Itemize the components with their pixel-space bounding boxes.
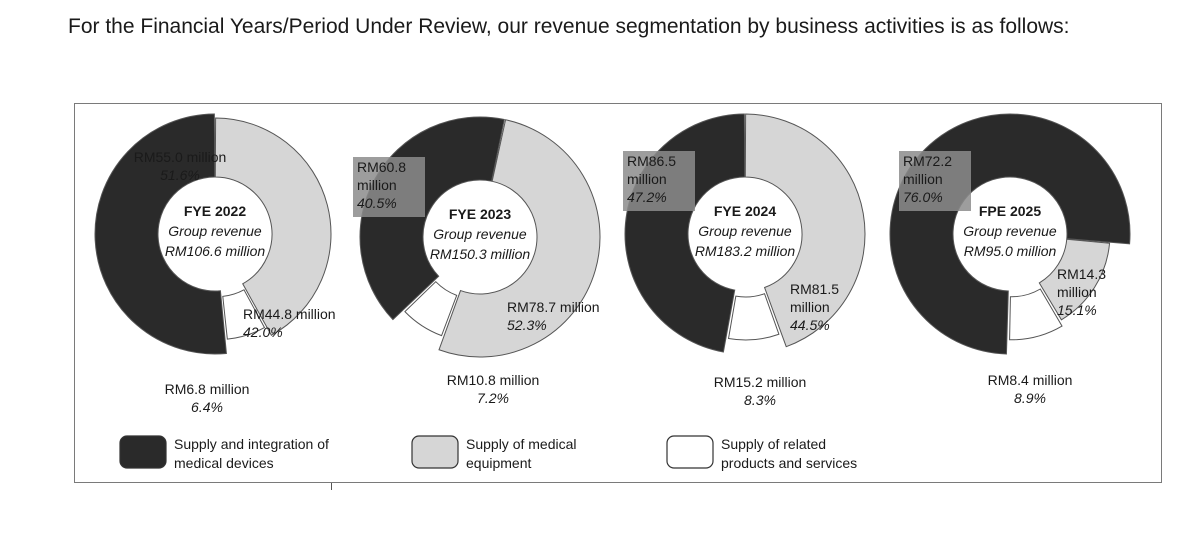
slice-percent-label: 42.0% [243,324,283,340]
slice-amount-label: million [790,299,830,315]
legend-label: Supply of medical [466,436,577,452]
donut-charts: FYE 2022 Group revenue RM106.6 million RM55… [94,113,1131,471]
slice-percent-label: 76.0% [903,189,943,205]
slice-amount-label: RM10.8 million [447,372,540,388]
chart-center-label: Group revenue [698,223,792,239]
chart-center-total: RM150.3 million [430,246,531,262]
slice-amount-label: RM15.2 million [714,374,807,390]
slice-percent-label: 40.5% [357,195,397,211]
legend-label: Supply and integration of [174,436,329,452]
slice-percent-label: 52.3% [507,317,547,333]
chart-center-label: Group revenue [433,226,527,242]
chart-center-title: FYE 2024 [714,203,776,219]
chart-center-total: RM183.2 million [695,243,796,259]
donut-slice-fye-2023-2 [404,280,458,337]
slice-amount-label: RM72.2 [903,153,952,169]
chart-center-total: RM95.0 million [964,243,1057,259]
donut-slice-fye-2024-1 [744,113,866,348]
chart-center-label: Group revenue [168,223,262,239]
donut-slice-fye-2022-0 [94,113,227,355]
slice-label-box [353,157,425,217]
chart-center-title: FPE 2025 [979,203,1041,219]
slice-amount-label: million [903,171,943,187]
intro-paragraph: For the Financial Years/Period Under Rev… [68,15,1070,38]
donut-slice-fpe-2025-2 [1009,288,1063,341]
legend-label: medical devices [174,455,274,471]
slice-percent-label: 51.6% [160,167,200,183]
slice-amount-label: RM55.0 million [134,149,227,165]
slice-label-box [899,151,971,211]
donut-slice-fye-2024-2 [727,293,780,341]
legend-swatch [666,435,714,469]
slice-amount-label: RM6.8 million [165,381,250,397]
slice-amount-label: RM86.5 [627,153,676,169]
slice-label-box [623,151,695,211]
slice-percent-label: 47.2% [627,189,667,205]
donut-slice-fpe-2025-1 [1038,238,1111,321]
donut-slice-fye-2023-1 [438,119,601,358]
slice-amount-label: RM8.4 million [988,372,1073,388]
slice-percent-label: 15.1% [1057,302,1097,318]
slice-amount-label: RM14.3 [1057,266,1106,282]
legend-label: equipment [466,455,531,471]
slice-amount-label: million [357,177,397,193]
chart-frame: FYE 2022 Group revenue RM106.6 million RM55… [74,103,1162,483]
slice-percent-label: 6.4% [191,399,223,415]
chart-center-total: RM106.6 million [165,243,266,259]
slice-percent-label: 44.5% [790,317,830,333]
slice-amount-label: million [1057,284,1097,300]
legend-label: Supply of related [721,436,826,452]
slice-amount-label: RM60.8 [357,159,406,175]
slice-amount-label: RM78.7 million [507,299,600,315]
slice-percent-label: 8.3% [744,392,776,408]
donut-slice-fye-2022-1 [214,117,332,337]
chart-center-title: FYE 2022 [184,203,246,219]
slice-percent-label: 7.2% [477,390,509,406]
donut-slice-fye-2022-2 [222,289,266,340]
frame-tick-mark [331,483,332,490]
legend-swatch [119,435,167,469]
legend-label: products and services [721,455,857,471]
chart-center-title: FYE 2023 [449,206,511,222]
slice-amount-label: RM44.8 million [243,306,336,322]
slice-amount-label: million [627,171,667,187]
legend-swatch [411,435,459,469]
slice-percent-label: 8.9% [1014,390,1046,406]
slice-amount-label: RM81.5 [790,281,839,297]
chart-center-label: Group revenue [963,223,1057,239]
